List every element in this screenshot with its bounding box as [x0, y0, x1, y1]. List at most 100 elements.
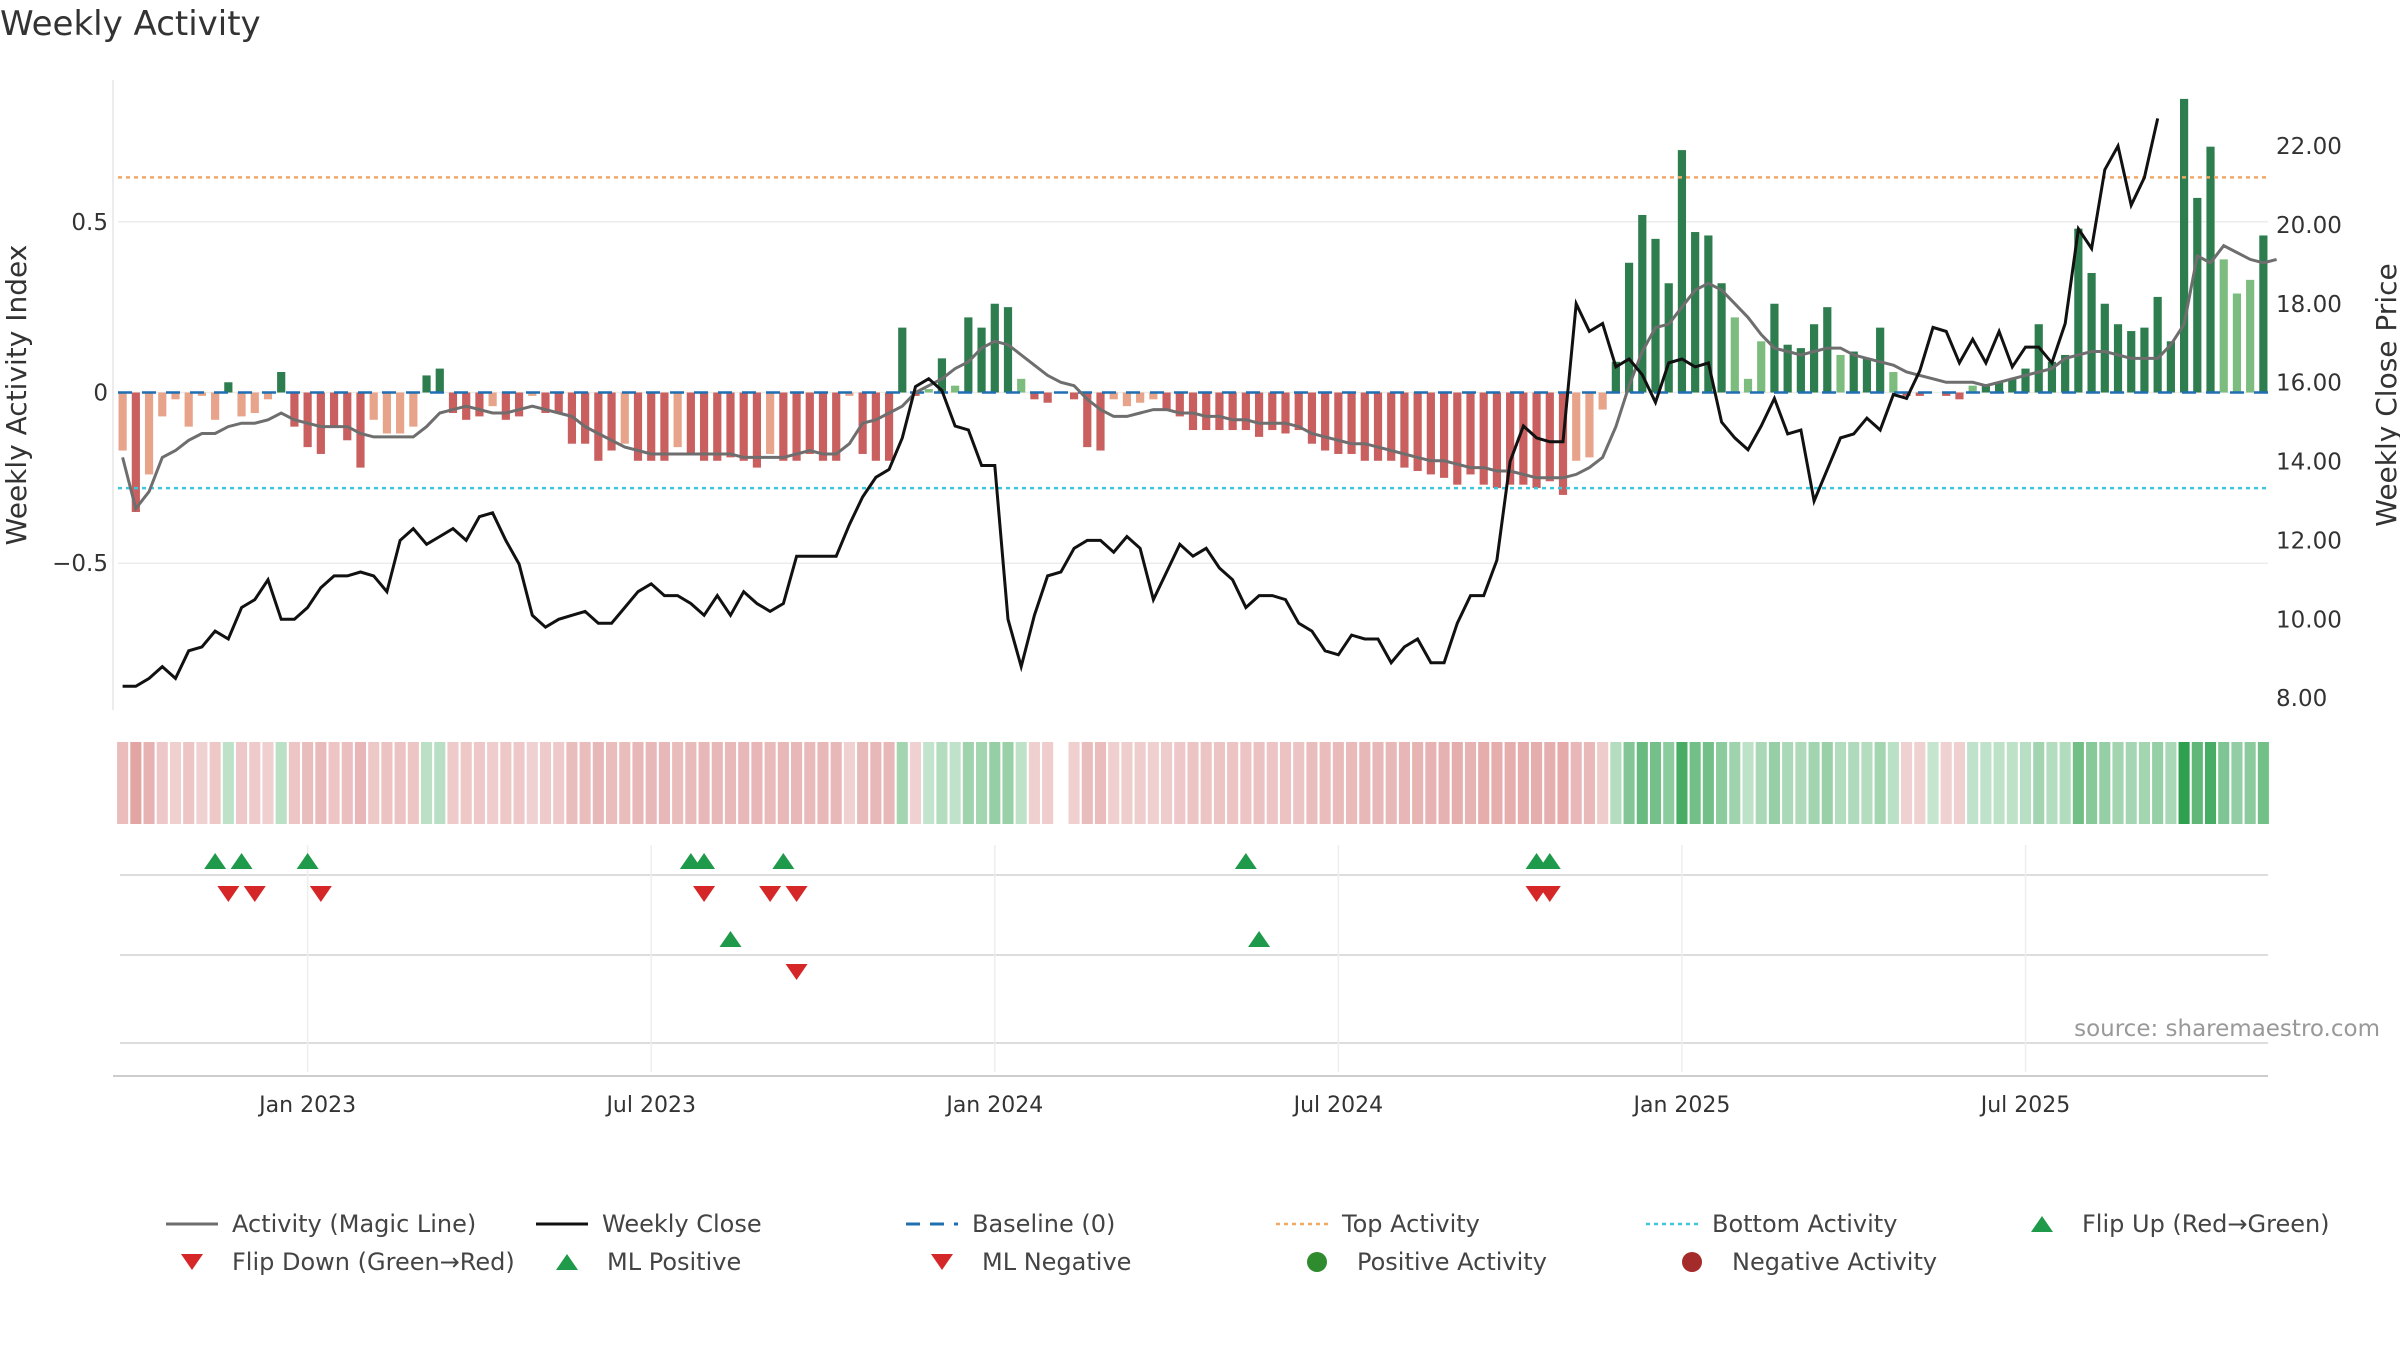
y2-tick-label: 16.00 — [2276, 371, 2342, 397]
legend-swatch-line — [536, 1222, 588, 1226]
ml-negative-marker — [785, 964, 808, 980]
heat-cell — [354, 742, 367, 824]
activity-bar — [766, 392, 775, 454]
heat-cell — [606, 742, 618, 824]
activity-bar — [1439, 392, 1449, 478]
heat-cell — [1346, 742, 1358, 824]
activity-bar — [488, 392, 497, 407]
activity-bar — [1241, 392, 1250, 431]
activity-bar — [1915, 392, 1924, 396]
activity-bar — [1691, 232, 1700, 393]
heat-cell — [539, 742, 552, 824]
activity-bar — [1479, 392, 1488, 485]
flip-down-marker — [759, 886, 782, 902]
heat-cell — [923, 742, 935, 824]
heat-cell — [1081, 742, 1093, 824]
heat-cell — [1094, 742, 1107, 824]
activity-bar — [2153, 296, 2162, 393]
activity-bar — [1466, 392, 1475, 475]
heat-cell — [500, 742, 512, 824]
magic-line-series — [121, 243, 2277, 512]
heat-cell — [791, 742, 803, 824]
heat-cell — [2033, 742, 2045, 824]
heat-cell — [1689, 742, 1701, 824]
activity-bar — [2008, 378, 2017, 393]
activity-bar — [581, 392, 590, 444]
legend-row: Activity (Magic Line) Weekly Close Baselin… — [160, 1205, 2380, 1243]
heat-cell — [262, 742, 274, 824]
activity-bar — [1572, 392, 1581, 461]
heat-cell — [526, 742, 538, 824]
activity-bar — [1717, 283, 1726, 393]
legend-item: Negative Activity — [1660, 1248, 2035, 1276]
heat-cell — [949, 742, 961, 824]
legend-label: ML Positive — [607, 1248, 742, 1276]
legend-label: Activity (Magic Line) — [232, 1210, 477, 1238]
activity-bar — [2166, 341, 2175, 393]
heat-cell — [619, 742, 631, 824]
legend-swatch-line — [166, 1222, 218, 1226]
heat-cell — [1200, 742, 1212, 824]
activity-bar — [1202, 392, 1211, 431]
heat-cell — [2072, 742, 2084, 824]
activity-bar — [1096, 392, 1105, 451]
activity-bar — [739, 392, 748, 461]
legend-swatch-dot — [1646, 1222, 1698, 1226]
heat-cell — [764, 742, 776, 824]
heat-cell — [1002, 742, 1014, 824]
activity-bar — [2127, 331, 2136, 393]
activity-bar — [250, 392, 259, 413]
activity-bar — [1532, 392, 1541, 489]
x-tick-label: Jul 2023 — [604, 1093, 696, 1118]
activity-bar — [303, 392, 312, 448]
heat-cell — [1425, 742, 1437, 824]
activity-bar — [1453, 392, 1462, 485]
activity-bar — [699, 392, 709, 461]
flip-up-marker — [1234, 853, 1257, 869]
heat-cell — [2019, 742, 2032, 824]
activity-bar — [158, 392, 167, 417]
heat-cell — [896, 742, 908, 824]
heat-cell — [341, 742, 353, 824]
heat-cell — [1557, 742, 1569, 824]
x-tick-label: Jan 2023 — [257, 1093, 356, 1118]
activity-bar — [1069, 392, 1079, 400]
heat-cell — [1755, 742, 1767, 824]
activity-bars — [118, 98, 2268, 512]
activity-bar — [1981, 385, 1990, 393]
activity-bar — [343, 392, 352, 441]
activity-bar — [237, 392, 246, 417]
flip-up-marker — [772, 853, 795, 869]
weekly-close-series — [122, 118, 2160, 688]
legend-swatch-up — [556, 1254, 578, 1270]
heat-cell — [381, 742, 393, 824]
activity-bar — [528, 392, 537, 396]
heat-cell — [1451, 742, 1463, 824]
activity-bar — [792, 392, 801, 461]
heat-cell — [1359, 742, 1371, 824]
heat-cell — [632, 742, 644, 824]
heat-cell — [2138, 742, 2150, 824]
heat-cell — [1531, 742, 1543, 824]
activity-bar — [211, 392, 220, 420]
heat-cell — [460, 742, 472, 824]
activity-bar — [845, 392, 854, 396]
heat-cell — [1385, 742, 1397, 824]
activity-bar — [2140, 327, 2149, 393]
activity-bar — [633, 392, 643, 461]
heat-cell — [1042, 742, 1054, 824]
axes-layer: 0.5 0 −0.5 8.00 10.00 12.00 14.00 16.00 18.00 20.… — [0, 80, 2400, 712]
legend-swatch-circle — [1682, 1252, 1702, 1272]
heat-cell — [1570, 742, 1582, 824]
activity-bar — [1823, 307, 1832, 393]
activity-bar — [594, 392, 603, 461]
heat-cell — [2191, 742, 2203, 824]
heat-cell — [1940, 742, 1952, 824]
heat-cell — [1993, 742, 2005, 824]
activity-bar — [1677, 150, 1687, 393]
activity-bar — [1809, 324, 1819, 393]
activity-bar — [2259, 235, 2268, 393]
activity-bar — [356, 392, 365, 468]
activity-bar — [1492, 392, 1502, 489]
y-tick-label: 0.5 — [71, 210, 108, 236]
